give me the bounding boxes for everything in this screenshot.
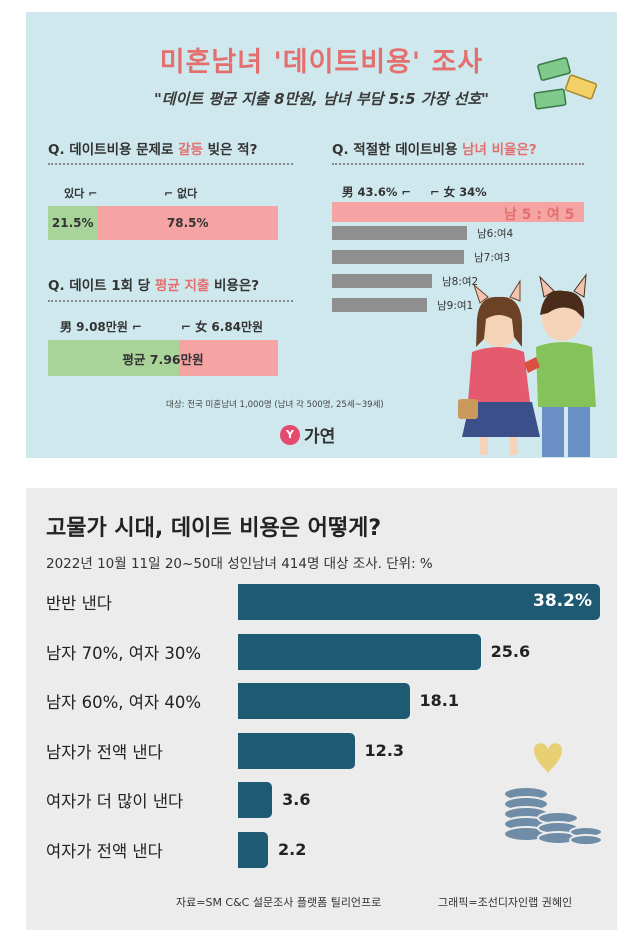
q1-divider [48, 163, 293, 165]
q3-bar-label: 남 5 : 여 5 [504, 207, 575, 223]
value-label: 2.2 [278, 839, 307, 859]
q3-prefix: Q. 적절한 데이트비용 [332, 142, 463, 158]
value-bar [238, 683, 410, 719]
q1-bar-segment: 78.5% [97, 206, 278, 240]
q2-stacked-bar [48, 340, 278, 376]
q2-divider [48, 300, 293, 302]
q2-bar-segment [179, 340, 278, 376]
money-bills-icon [533, 57, 598, 110]
couple-illustration [458, 273, 596, 457]
infographic-bottom-panel: 고물가 시대, 데이트 비용은 어떻게? 2022년 10월 11일 20~50… [26, 488, 617, 930]
value-bar [238, 584, 600, 620]
value-label: 25.6 [490, 641, 531, 661]
q3-bar-label: 남9:여1 [437, 300, 474, 312]
q3-bar-list: 남 5 : 여 5 남6:여4 남7:여3 남8:여2 남9:여1 [332, 202, 612, 322]
graphic-credit: 그래픽=조선디자인랩 권혜인 [438, 896, 573, 909]
q3-label-female: ⌐ 女 34% [430, 185, 487, 199]
q3-bar-label: 남6:여4 [477, 228, 514, 240]
category-label: 남자 60%, 여자 40% [46, 693, 202, 712]
value-bar [238, 633, 481, 670]
category-label: 남자 70%, 여자 30% [46, 643, 202, 663]
value-bar [238, 732, 355, 769]
q2-suffix: 비용은? [209, 278, 260, 294]
q3-bar [332, 226, 467, 240]
q3-bar [332, 202, 584, 222]
q3-bar [332, 274, 432, 288]
q2-prefix: Q. 데이트 1회 당 [48, 278, 155, 294]
q2-heading: Q. 데이트 1회 당 평균 지출 비용은? [48, 274, 259, 294]
q1-suffix: 빚은 적? [202, 142, 258, 158]
top-subtitle: "데이트 평균 지출 8만원, 남녀 부담 5:5 가장 선호" [153, 90, 490, 108]
q2-label-male: 男 9.08만원 ⌐ [60, 320, 143, 334]
bottom-title: 고물가 시대, 데이트 비용은 어떻게? [46, 516, 382, 541]
q1-stacked-bar: 21.5% 78.5% [48, 206, 278, 240]
q3-bar-label: 남8:여2 [442, 276, 479, 288]
q2-bar-segment [48, 340, 180, 376]
top-title: 미혼남녀 '데이트비용' 조사 [159, 47, 484, 78]
logo-mark-icon: Y [280, 424, 300, 445]
category-label: 여자가 전액 낸다 [46, 841, 163, 861]
source-credit: 자료=SM C&C 설문조사 플랫폼 틸리언프로 [176, 896, 382, 909]
logo-text: 가연 [304, 427, 336, 447]
infographic-top-panel: 미혼남녀 '데이트비용' 조사 "데이트 평균 지출 8만원, 남녀 부담 5:… [26, 12, 617, 458]
category-label: 여자가 더 많이 낸다 [46, 792, 184, 811]
survey-footnote: 대상: 전국 미혼남녀 1,000명 (남녀 각 500명, 25세~39세) [166, 400, 384, 410]
q3-bar [332, 250, 464, 264]
q2-highlight: 평균 지출 [154, 278, 210, 294]
q1-bar-segment: 21.5% [48, 206, 98, 240]
q3-label-male: 男 43.6% ⌐ [342, 185, 412, 199]
q1-label-yes: 있다 ⌐ [64, 187, 98, 200]
spending-bar-chart: 반반 낸다 38.2% 남자 70%, 여자 30% 25.6 남자 60%, 여자 4… [26, 584, 617, 884]
gayeon-logo: Y 가연 [280, 422, 335, 447]
q3-highlight: 남녀 비율은? [462, 142, 537, 158]
q1-heading: Q. 데이트비용 문제로 갈등 빚은 적? [48, 138, 257, 158]
q2-label-female: ⌐ 女 6.84만원 [181, 320, 264, 334]
q3-divider [332, 163, 584, 165]
value-label: 12.3 [364, 740, 405, 760]
value-bar [238, 782, 273, 818]
q2-average-label: 평균 7.96만원 [122, 351, 204, 367]
q3-bar-label: 남7:여3 [474, 252, 511, 264]
coins-heart-icon [503, 743, 603, 846]
value-label: 18.1 [419, 691, 459, 710]
value-label: 38.2% [533, 591, 592, 611]
category-label: 남자가 전액 낸다 [46, 742, 163, 762]
bottom-subtitle: 2022년 10월 11일 20~50대 성인남녀 414명 대상 조사. 단위… [46, 556, 433, 572]
q1-highlight: 갈등 [178, 142, 203, 158]
value-bar [238, 831, 268, 868]
value-label: 3.6 [282, 790, 311, 809]
q1-label-no: ⌐ 없다 [164, 187, 198, 200]
q3-heading: Q. 적절한 데이트비용 남녀 비율은? [332, 138, 537, 158]
q1-prefix: Q. 데이트비용 문제로 [48, 142, 179, 158]
q3-bar [332, 298, 427, 312]
category-label: 반반 낸다 [46, 594, 112, 613]
